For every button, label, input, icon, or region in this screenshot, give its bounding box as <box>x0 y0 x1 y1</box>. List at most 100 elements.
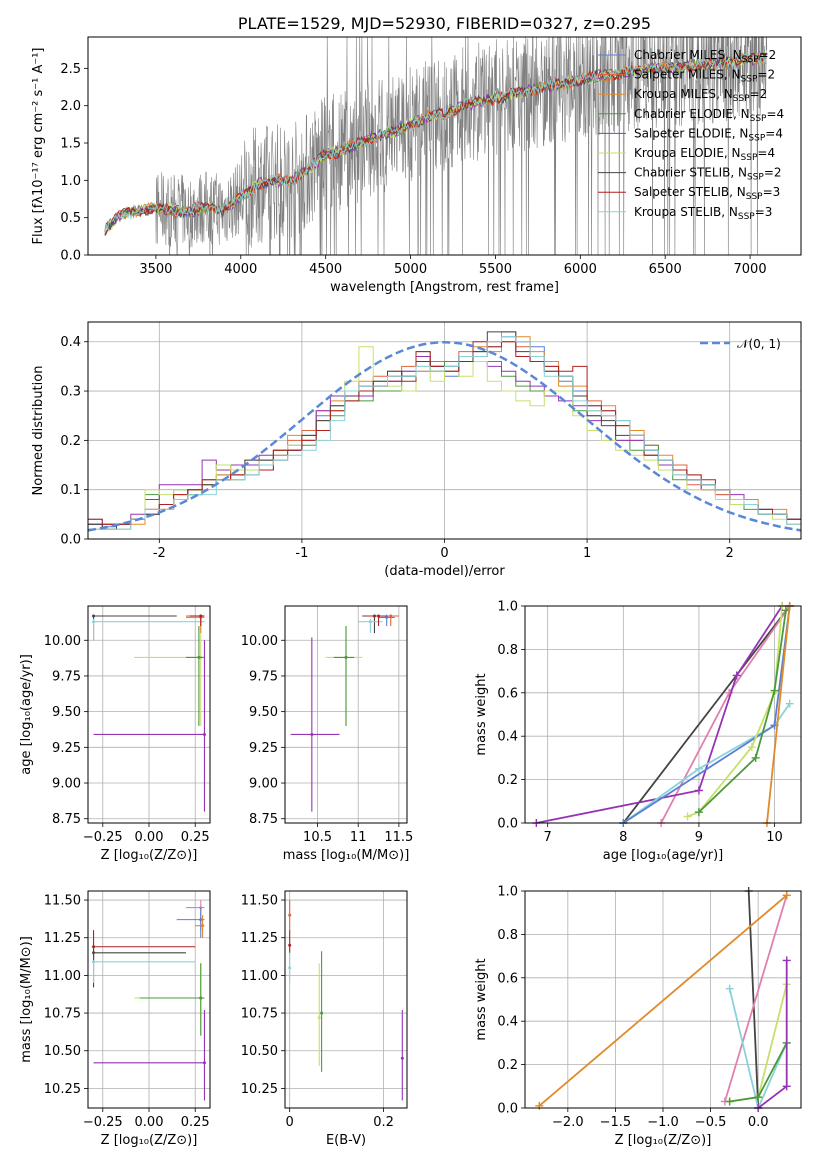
axes-frame <box>87 321 802 540</box>
legend-count: 4 <box>775 126 783 140</box>
legend-entry: Kroupa ELODIE, NSSP=4 <box>634 146 775 163</box>
histogram-kroupa-stelib <box>88 336 801 530</box>
x-tick-label: -1 <box>295 546 308 561</box>
legend-entry: Chabrier ELODIE, NSSP=4 <box>634 107 784 124</box>
y-tick-label: 0.2 <box>60 434 81 449</box>
y-tick-label: 10.25 <box>241 1082 278 1097</box>
data-point <box>344 655 348 659</box>
axes-frame <box>87 605 211 824</box>
x-tick-label: −1.0 <box>647 1115 679 1130</box>
y-tick-label: 8.75 <box>249 812 278 827</box>
chart-title: PLATE=1529, MJD=52930, FIBERID=0327, z=0… <box>238 14 651 33</box>
legend-name: Chabrier MILES <box>634 48 725 62</box>
x-tick-label: −1.5 <box>600 1115 632 1130</box>
x-axis-label: mass [log₁₀(M/M⊙)] <box>283 848 410 863</box>
weight-line-kroupa-stelib <box>728 988 788 1108</box>
x-axis-label: Z [log₁₀(Z/Z⊙)] <box>101 1133 198 1148</box>
y-tick-label: 10.75 <box>241 1007 278 1022</box>
x-tick-label: 4500 <box>309 262 342 277</box>
x-tick-label: 4000 <box>224 262 257 277</box>
legend-name: Chabrier STELIB <box>634 166 730 180</box>
x-tick-label: −0.25 <box>83 830 123 845</box>
y-tick-label: 0.4 <box>60 335 81 350</box>
x-tick-label: 9 <box>695 830 703 845</box>
y-tick-label: 1.5 <box>60 137 81 152</box>
y-tick-label: 1.0 <box>497 600 518 615</box>
y-tick-label: 9.50 <box>249 705 278 720</box>
axes-frame <box>284 605 408 824</box>
legend-name: Chabrier ELODIE <box>634 107 733 121</box>
y-tick-label: 0.0 <box>497 1102 518 1117</box>
data-point <box>310 732 314 736</box>
x-tick-label: 5500 <box>479 262 512 277</box>
x-tick-label: 0.00 <box>135 830 164 845</box>
y-tick-label: 0.2 <box>497 773 518 788</box>
y-axis-label: mass weight <box>474 958 489 1040</box>
legend-name: Kroupa ELODIE <box>634 146 724 160</box>
x-tick-label: 8 <box>619 830 627 845</box>
x-tick-label: 0 <box>286 1115 294 1130</box>
legend-name: Kroupa MILES <box>634 87 716 101</box>
legend-entry: Salpeter MILES, NSSP=2 <box>634 68 775 85</box>
x-tick-label: 11 <box>350 830 367 845</box>
data-point <box>385 615 389 619</box>
panel-weight-age: 7 8 9 10 0.0 0.2 0.4 0.6 0.8 1.0 age [log₁₀(age/yr… <box>474 600 802 863</box>
legend-entry: Chabrier MILES, NSSP=2 <box>634 48 776 65</box>
y-tick-label: 10.50 <box>44 1044 81 1059</box>
y-tick-label: 10.25 <box>44 1082 81 1097</box>
legend-name: Kroupa STELIB <box>634 205 721 219</box>
data-point <box>197 655 201 659</box>
weight-line-kroupa-miles <box>766 606 791 823</box>
x-tick-label: 0 <box>440 546 448 561</box>
legend-count: 2 <box>767 68 775 82</box>
data-point <box>199 614 203 618</box>
x-tick-label: −0.5 <box>695 1115 727 1130</box>
y-tick-label: 1.0 <box>497 885 518 900</box>
x-tick-label: −2.0 <box>552 1115 584 1130</box>
legend-subscript: SSP <box>748 133 765 143</box>
legend-subscript: SSP <box>738 212 755 222</box>
x-tick-label: 6500 <box>649 262 682 277</box>
data-point <box>92 620 96 624</box>
y-tick-label: 0.6 <box>497 686 518 701</box>
legend-entry: Kroupa MILES, NSSP=2 <box>634 87 767 104</box>
legend-entry: Salpeter STELIB, NSSP=3 <box>634 185 780 202</box>
y-tick-label: 0.1 <box>60 483 81 498</box>
model-line-kroupa-stelib <box>104 53 767 233</box>
data-point <box>288 943 292 947</box>
data-point <box>199 918 203 922</box>
observed-spectrum-line <box>104 37 768 255</box>
data-point <box>202 1061 206 1065</box>
legend-subscript: SSP <box>747 173 764 183</box>
x-tick-label: 3500 <box>139 262 172 277</box>
x-tick-label: 0.25 <box>181 1115 210 1130</box>
x-tick-label: 0.2 <box>373 1115 394 1130</box>
y-tick-label: 11.00 <box>241 969 278 984</box>
data-point <box>202 732 206 736</box>
axes-frame <box>284 890 408 1109</box>
panel-weight-Z: −2.0 −1.5 −1.0 −0.5 0.0 0.0 0.2 0.4 0.6 0.8 1.0 Z [… <box>474 885 802 1148</box>
x-axis-label: E(B-V) <box>326 1133 366 1148</box>
y-tick-label: 0.2 <box>497 1058 518 1073</box>
data-point <box>92 614 96 618</box>
x-axis-label: Z [log₁₀(Z/Z⊙)] <box>101 848 198 863</box>
legend-subscript: SSP <box>741 75 758 85</box>
legend-entry: Salpeter ELODIE, NSSP=4 <box>634 126 783 143</box>
x-tick-label: 5000 <box>394 262 427 277</box>
legend-subscript: SSP <box>746 192 763 202</box>
x-tick-label: 10 <box>766 830 783 845</box>
data-point <box>92 960 96 964</box>
x-tick-label: 7000 <box>734 262 767 277</box>
legend-count: 3 <box>765 205 773 219</box>
data-point <box>389 614 393 618</box>
x-tick-label: −0.25 <box>83 1115 123 1130</box>
y-tick-label: 0.0 <box>60 533 81 548</box>
weight-line-kroupa-stelib <box>622 703 791 823</box>
data-point <box>317 1016 321 1020</box>
x-tick-label: 1 <box>583 546 591 561</box>
data-point <box>92 945 96 949</box>
panel-age-mass: 10.5 11 11.5 8.75 9.00 9.25 9.50 9.75 10.00 mass … <box>241 605 413 863</box>
axes-frame <box>87 36 802 256</box>
data-point <box>320 1011 324 1015</box>
legend-entry: Chabrier STELIB, NSSP=2 <box>634 166 782 183</box>
